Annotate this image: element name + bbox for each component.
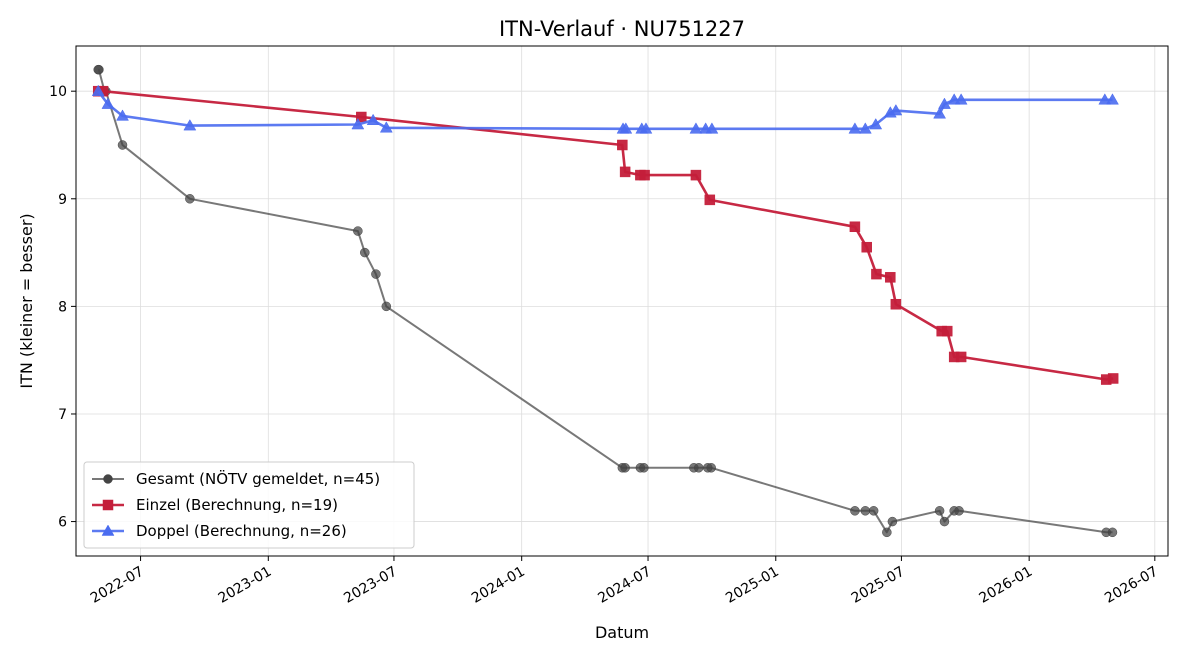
legend: Gesamt (NÖTV gemeldet, n=45) Einzel (Bere… [83, 461, 415, 549]
data-point-gesamt [639, 463, 649, 473]
data-point-gesamt [860, 506, 871, 516]
series-doppel [91, 84, 1119, 134]
plot-frame [75, 45, 1169, 557]
data-point-doppel [848, 122, 862, 134]
legend-label-gesamt: Gesamt (NÖTV gemeldet, n=45) [136, 469, 380, 488]
data-point-einzel [890, 298, 902, 310]
data-point-gesamt [954, 506, 964, 516]
legend-label-doppel: Doppel (Berechnung, n=26) [136, 522, 347, 540]
data-point-einzel [861, 241, 872, 253]
data-point-gesamt [706, 463, 716, 473]
data-point-doppel [933, 107, 947, 119]
data-point-doppel [689, 122, 703, 134]
y-tick-label: 10 [49, 84, 67, 100]
data-point-einzel [356, 111, 367, 123]
data-point-gesamt [185, 194, 195, 204]
data-point-gesamt [371, 269, 381, 279]
data-point-gesamt [1107, 527, 1118, 538]
data-point-doppel [858, 122, 872, 134]
data-point-doppel [183, 119, 197, 131]
chart-title: ITN-Verlauf · NU751227 [499, 17, 745, 41]
y-tick-label: 6 [58, 515, 67, 531]
data-point-einzel [619, 166, 631, 178]
data-point-einzel [617, 139, 628, 151]
legend-label-einzel: Einzel (Berechnung, n=19) [136, 496, 338, 514]
y-tick-label: 8 [58, 299, 67, 315]
legend-swatch-marker [101, 524, 115, 536]
data-point-doppel [91, 84, 105, 96]
data-point-gesamt [693, 463, 704, 473]
data-point-gesamt [381, 301, 392, 312]
data-point-gesamt [117, 140, 128, 150]
data-point-doppel [379, 121, 393, 133]
data-point-einzel [1107, 373, 1119, 384]
data-point-einzel [849, 221, 861, 233]
data-point-gesamt [882, 527, 892, 538]
data-point-einzel [704, 194, 716, 206]
grid-lines [76, 46, 1168, 556]
y-tick-label: 7 [58, 407, 67, 423]
data-point-doppel [938, 97, 951, 109]
legend-swatch-marker [103, 474, 113, 484]
data-point-gesamt [939, 516, 950, 527]
data-point-gesamt [94, 64, 104, 75]
data-point-gesamt [887, 516, 898, 527]
series-einzel [92, 85, 1119, 385]
data-point-gesamt [353, 226, 363, 236]
data-point-gesamt [934, 506, 945, 516]
legend-swatch-marker [102, 499, 114, 511]
data-point-einzel [955, 351, 967, 363]
data-point-doppel [954, 93, 968, 105]
data-point-doppel [869, 118, 883, 130]
data-point-doppel [639, 122, 653, 134]
data-point-doppel [619, 122, 633, 134]
series-layer [91, 64, 1119, 538]
y-axis-title: ITN (kleiner = besser) [17, 213, 36, 388]
data-point-gesamt [868, 506, 879, 516]
data-point-einzel [690, 169, 702, 181]
data-point-doppel [889, 104, 903, 116]
data-point-doppel [705, 122, 719, 134]
legend-box [83, 461, 415, 549]
data-point-doppel [351, 118, 365, 130]
x-axis-title: Datum [595, 623, 649, 642]
data-point-einzel [871, 268, 882, 280]
data-point-doppel [366, 113, 380, 125]
data-point-einzel [639, 169, 650, 181]
data-point-gesamt [850, 506, 860, 516]
y-tick-label: 9 [58, 192, 67, 208]
data-point-einzel [885, 272, 896, 283]
data-point-gesamt [360, 247, 370, 258]
data-point-einzel [941, 325, 953, 337]
data-point-gesamt [620, 463, 630, 473]
data-point-doppel [116, 109, 129, 121]
data-point-doppel [1106, 93, 1119, 105]
data-point-doppel [101, 97, 115, 109]
